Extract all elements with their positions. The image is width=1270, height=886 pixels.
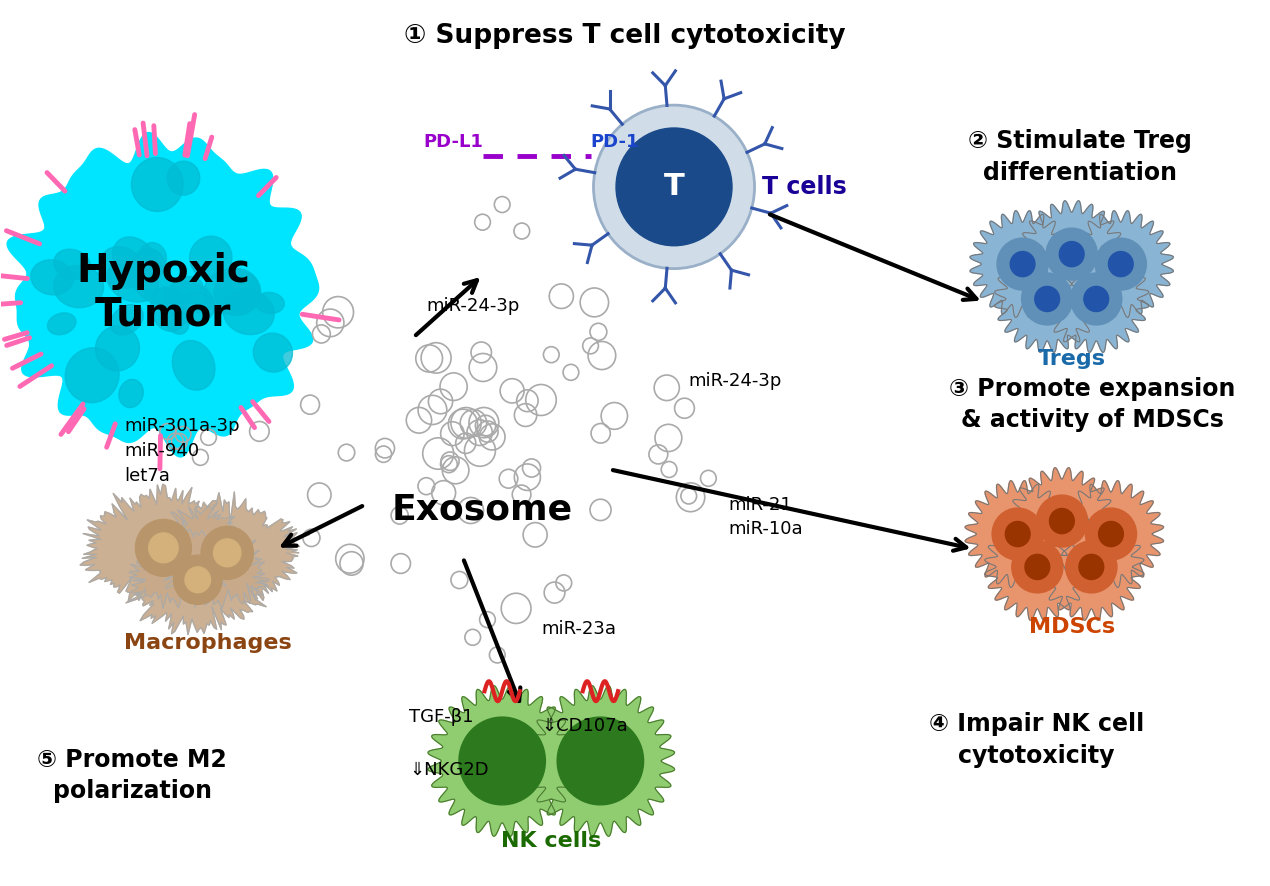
Circle shape	[1099, 522, 1124, 547]
Circle shape	[1012, 541, 1063, 593]
Ellipse shape	[133, 248, 165, 281]
Ellipse shape	[47, 313, 76, 335]
Polygon shape	[8, 133, 319, 457]
Ellipse shape	[140, 243, 166, 273]
Text: ⇓CD107a: ⇓CD107a	[541, 717, 629, 734]
Text: NK cells: NK cells	[502, 831, 602, 851]
Ellipse shape	[168, 161, 199, 195]
Ellipse shape	[161, 298, 189, 334]
Text: PD-L1: PD-L1	[424, 133, 484, 151]
Polygon shape	[1058, 481, 1163, 587]
Polygon shape	[970, 211, 1076, 317]
Text: miR-301a-3p
miR-940
let7a: miR-301a-3p miR-940 let7a	[124, 416, 240, 485]
Circle shape	[1049, 509, 1074, 533]
Ellipse shape	[224, 290, 274, 335]
Polygon shape	[1039, 514, 1144, 620]
Polygon shape	[428, 686, 577, 836]
Ellipse shape	[173, 276, 203, 300]
Polygon shape	[80, 484, 245, 608]
Polygon shape	[965, 481, 1071, 587]
Text: Hypoxic
Tumor: Hypoxic Tumor	[76, 252, 250, 334]
Ellipse shape	[107, 260, 159, 302]
Circle shape	[1046, 229, 1097, 280]
Ellipse shape	[113, 237, 157, 284]
Circle shape	[997, 238, 1048, 290]
Circle shape	[213, 539, 241, 567]
Text: ④ Impair NK cell
cytotoxicity: ④ Impair NK cell cytotoxicity	[928, 712, 1144, 768]
Ellipse shape	[130, 258, 175, 304]
Ellipse shape	[184, 291, 212, 313]
Text: ⇓NKG2D: ⇓NKG2D	[409, 761, 489, 779]
Polygon shape	[1010, 468, 1115, 574]
Circle shape	[1095, 238, 1147, 290]
Text: MDSCs: MDSCs	[1029, 617, 1115, 637]
Ellipse shape	[119, 379, 144, 408]
Circle shape	[136, 519, 192, 576]
Text: T: T	[664, 173, 685, 201]
Circle shape	[174, 556, 222, 604]
Ellipse shape	[255, 292, 284, 314]
Polygon shape	[144, 492, 310, 609]
Polygon shape	[1044, 245, 1149, 353]
Text: Tregs: Tregs	[1038, 349, 1106, 369]
Circle shape	[185, 567, 211, 593]
Polygon shape	[526, 686, 674, 836]
Circle shape	[201, 526, 253, 579]
Circle shape	[1035, 286, 1059, 312]
Text: miR-21
miR-10a: miR-21 miR-10a	[728, 496, 803, 538]
Polygon shape	[126, 521, 269, 634]
Circle shape	[1010, 252, 1035, 276]
Text: ① Suppress T cell cytotoxicity: ① Suppress T cell cytotoxicity	[404, 23, 846, 50]
Circle shape	[1006, 522, 1030, 547]
Circle shape	[1109, 252, 1133, 276]
Ellipse shape	[65, 348, 119, 403]
Ellipse shape	[164, 281, 215, 324]
Text: Exosome: Exosome	[392, 493, 573, 527]
Text: ⑤ Promote M2
polarization: ⑤ Promote M2 polarization	[37, 748, 227, 804]
Ellipse shape	[215, 268, 260, 315]
Circle shape	[458, 717, 545, 804]
Circle shape	[1025, 555, 1050, 579]
Circle shape	[1021, 273, 1073, 325]
Text: miR-24-3p: miR-24-3p	[688, 372, 782, 391]
Ellipse shape	[53, 266, 104, 307]
Text: ③ Promote expansion
& activity of MDSCs: ③ Promote expansion & activity of MDSCs	[950, 377, 1236, 432]
Text: miR-23a: miR-23a	[541, 619, 616, 638]
Circle shape	[1083, 286, 1109, 312]
Polygon shape	[984, 514, 1090, 620]
Ellipse shape	[151, 287, 187, 331]
Text: miR-24-3p: miR-24-3p	[425, 298, 519, 315]
Ellipse shape	[173, 340, 215, 390]
Text: TGF-β1: TGF-β1	[409, 708, 474, 726]
Ellipse shape	[95, 326, 140, 371]
Circle shape	[1086, 508, 1137, 560]
Polygon shape	[1019, 201, 1124, 307]
Circle shape	[1080, 555, 1104, 579]
Circle shape	[1071, 273, 1121, 325]
Circle shape	[616, 128, 732, 245]
Text: PD-1: PD-1	[591, 133, 639, 151]
Circle shape	[1059, 242, 1085, 267]
Text: T cells: T cells	[762, 175, 847, 198]
Ellipse shape	[30, 260, 74, 295]
Ellipse shape	[204, 269, 260, 315]
Ellipse shape	[189, 237, 232, 279]
Circle shape	[593, 105, 754, 268]
Ellipse shape	[110, 305, 144, 335]
Text: ② Stimulate Treg
differentiation: ② Stimulate Treg differentiation	[968, 129, 1193, 185]
Circle shape	[1066, 541, 1116, 593]
Circle shape	[149, 532, 178, 563]
Circle shape	[558, 717, 644, 804]
Circle shape	[992, 508, 1043, 560]
Polygon shape	[1068, 211, 1173, 317]
Ellipse shape	[132, 158, 183, 212]
Ellipse shape	[99, 246, 144, 288]
Ellipse shape	[253, 333, 292, 372]
Polygon shape	[994, 245, 1100, 353]
Ellipse shape	[53, 249, 90, 279]
Circle shape	[1036, 495, 1087, 547]
Text: Macrophages: Macrophages	[123, 633, 292, 653]
